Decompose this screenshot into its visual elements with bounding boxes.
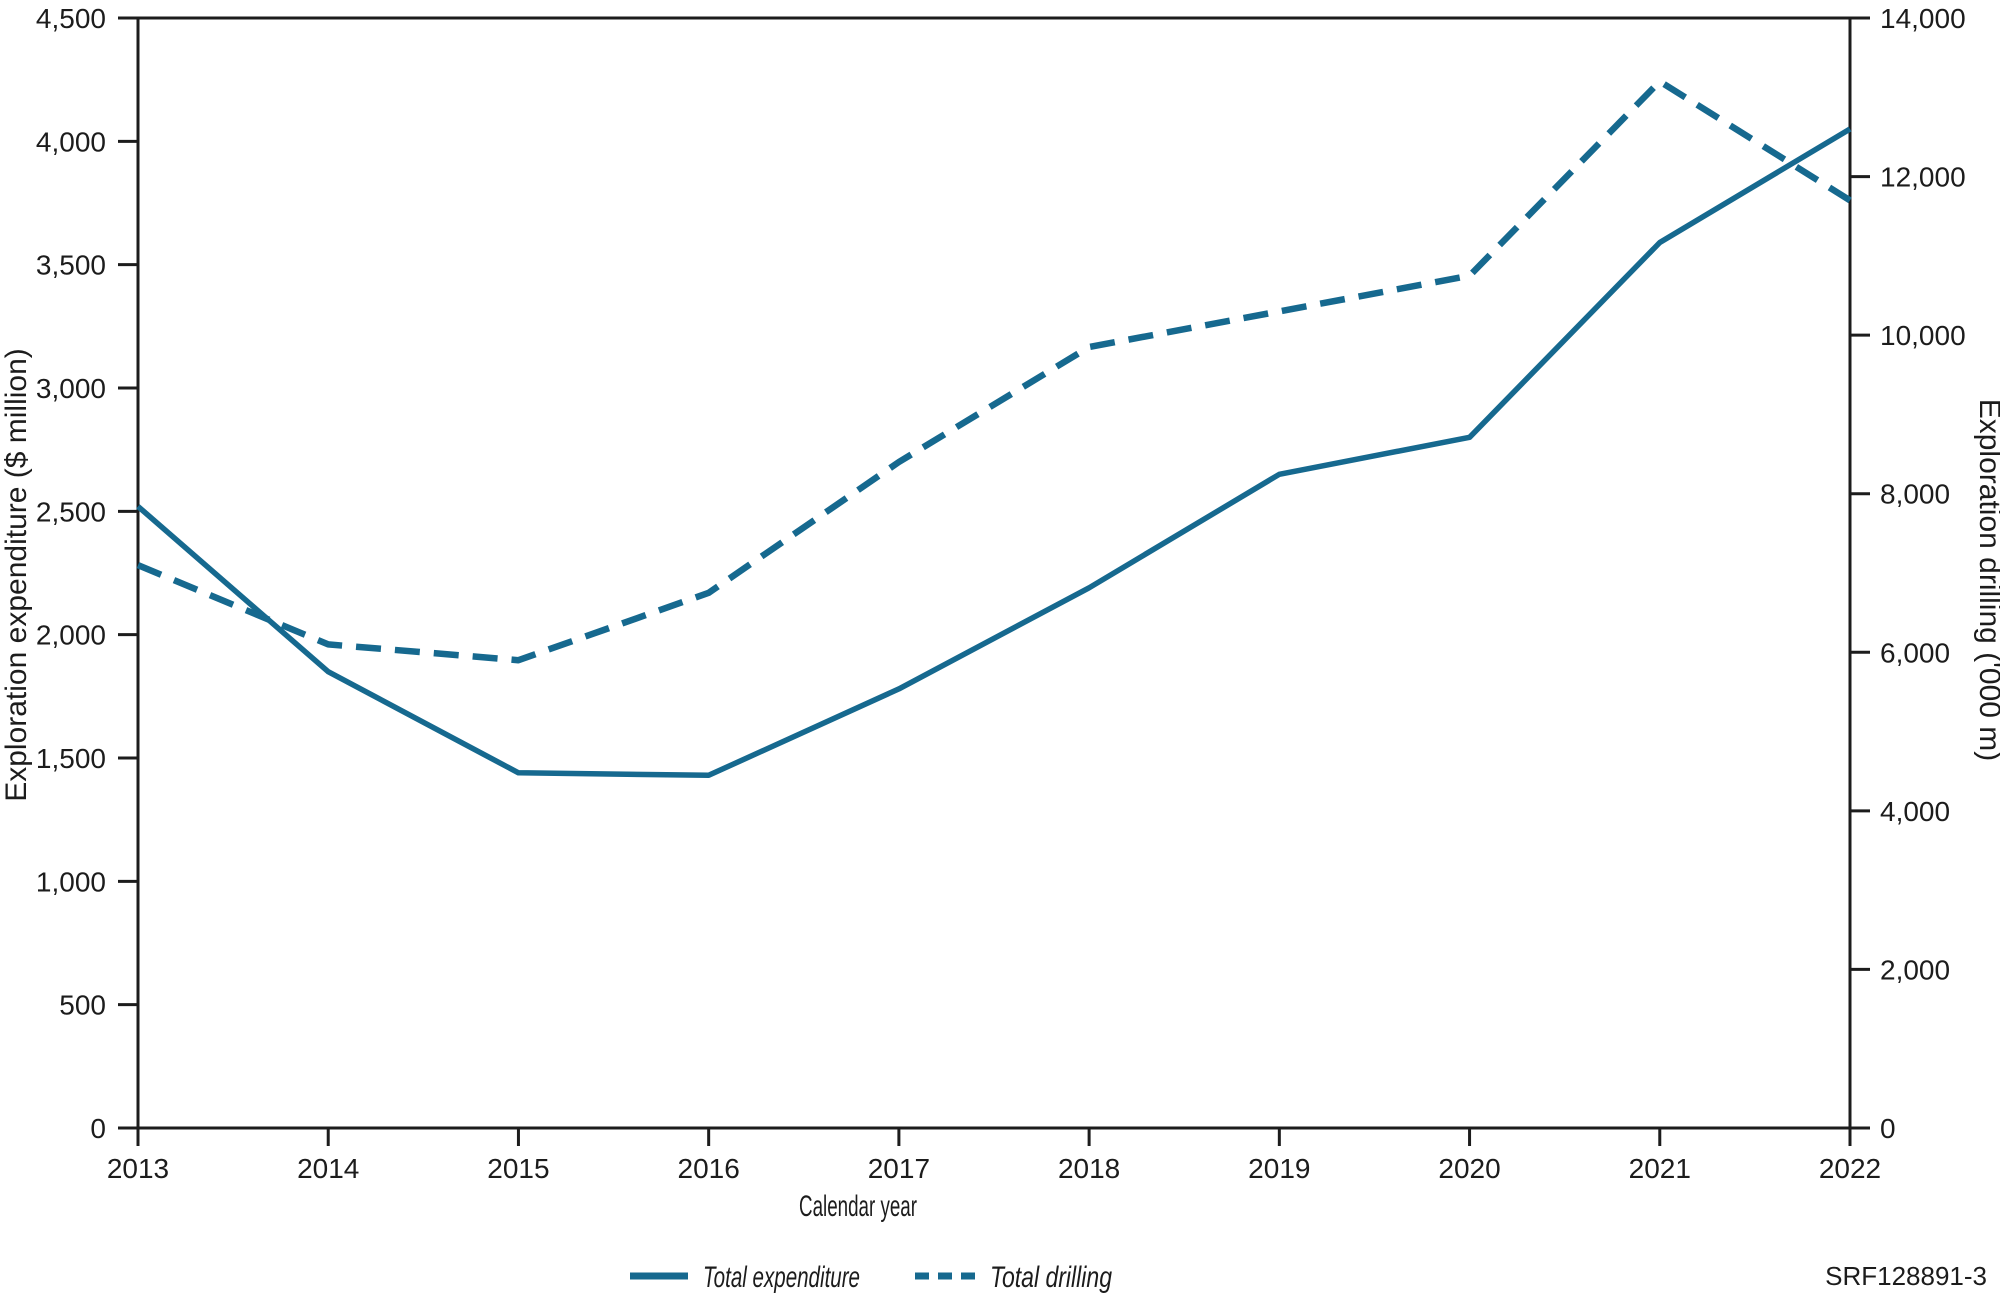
figure-code: SRF128891-3 [1825, 1261, 1987, 1291]
y-right-tick-label: 12,000 [1880, 162, 1966, 193]
x-tick-label: 2015 [487, 1153, 549, 1184]
x-tick-label: 2013 [107, 1153, 169, 1184]
x-tick-label: 2022 [1819, 1153, 1881, 1184]
legend: Total expenditure Total drilling [630, 1261, 1112, 1294]
y-right-tick-label: 0 [1880, 1113, 1896, 1144]
y-axis-left-title: Exploration expenditure ($ million) [0, 348, 33, 802]
plot-border [136, 16, 1852, 1130]
legend-expenditure-label: Total expenditure [703, 1261, 860, 1294]
y-axis-right-title: Exploration drilling ('000 m) [1973, 399, 2000, 762]
legend-drilling-label: Total drilling [990, 1261, 1112, 1294]
y-right-tick-label: 10,000 [1880, 320, 1966, 351]
y-left-tick-label: 0 [90, 1113, 106, 1144]
expenditure-line [136, 126, 1852, 779]
y-left-tick-label: 2,000 [36, 620, 106, 651]
x-tick-label: 2017 [868, 1153, 930, 1184]
y-left-tick-label: 4,000 [36, 126, 106, 157]
y-left-tick-label: 3,000 [36, 373, 106, 404]
y-right-tick-label: 14,000 [1880, 3, 1966, 34]
x-tick-label: 2016 [678, 1153, 740, 1184]
y-right-tick-label: 4,000 [1880, 796, 1950, 827]
y-left-tick-label: 4,500 [36, 3, 106, 34]
x-axis-title: Calendar year [799, 1190, 917, 1223]
x-tick-label: 2019 [1248, 1153, 1310, 1184]
y-left-tick-label: 2,500 [36, 496, 106, 527]
y-right-tick-label: 6,000 [1880, 637, 1950, 668]
y-left-tick-label: 500 [59, 990, 106, 1021]
y-left-tick-label: 1,000 [36, 866, 106, 897]
y-left-tick-label: 3,500 [36, 250, 106, 281]
series-lines [136, 78, 1852, 779]
y-right-tick-label: 2,000 [1880, 954, 1950, 985]
x-tick-label: 2021 [1629, 1153, 1691, 1184]
x-tick-label: 2020 [1438, 1153, 1500, 1184]
x-tick-label: 2018 [1058, 1153, 1120, 1184]
drilling-line [136, 78, 1852, 664]
x-tick-label: 2014 [297, 1153, 359, 1184]
y-right-tick-label: 8,000 [1880, 479, 1950, 510]
y-left-tick-label: 1,500 [36, 743, 106, 774]
axis-ticks: 0 500 1,000 1,500 2,000 2,500 3,000 3,500 4,000 4… [36, 3, 1966, 1184]
